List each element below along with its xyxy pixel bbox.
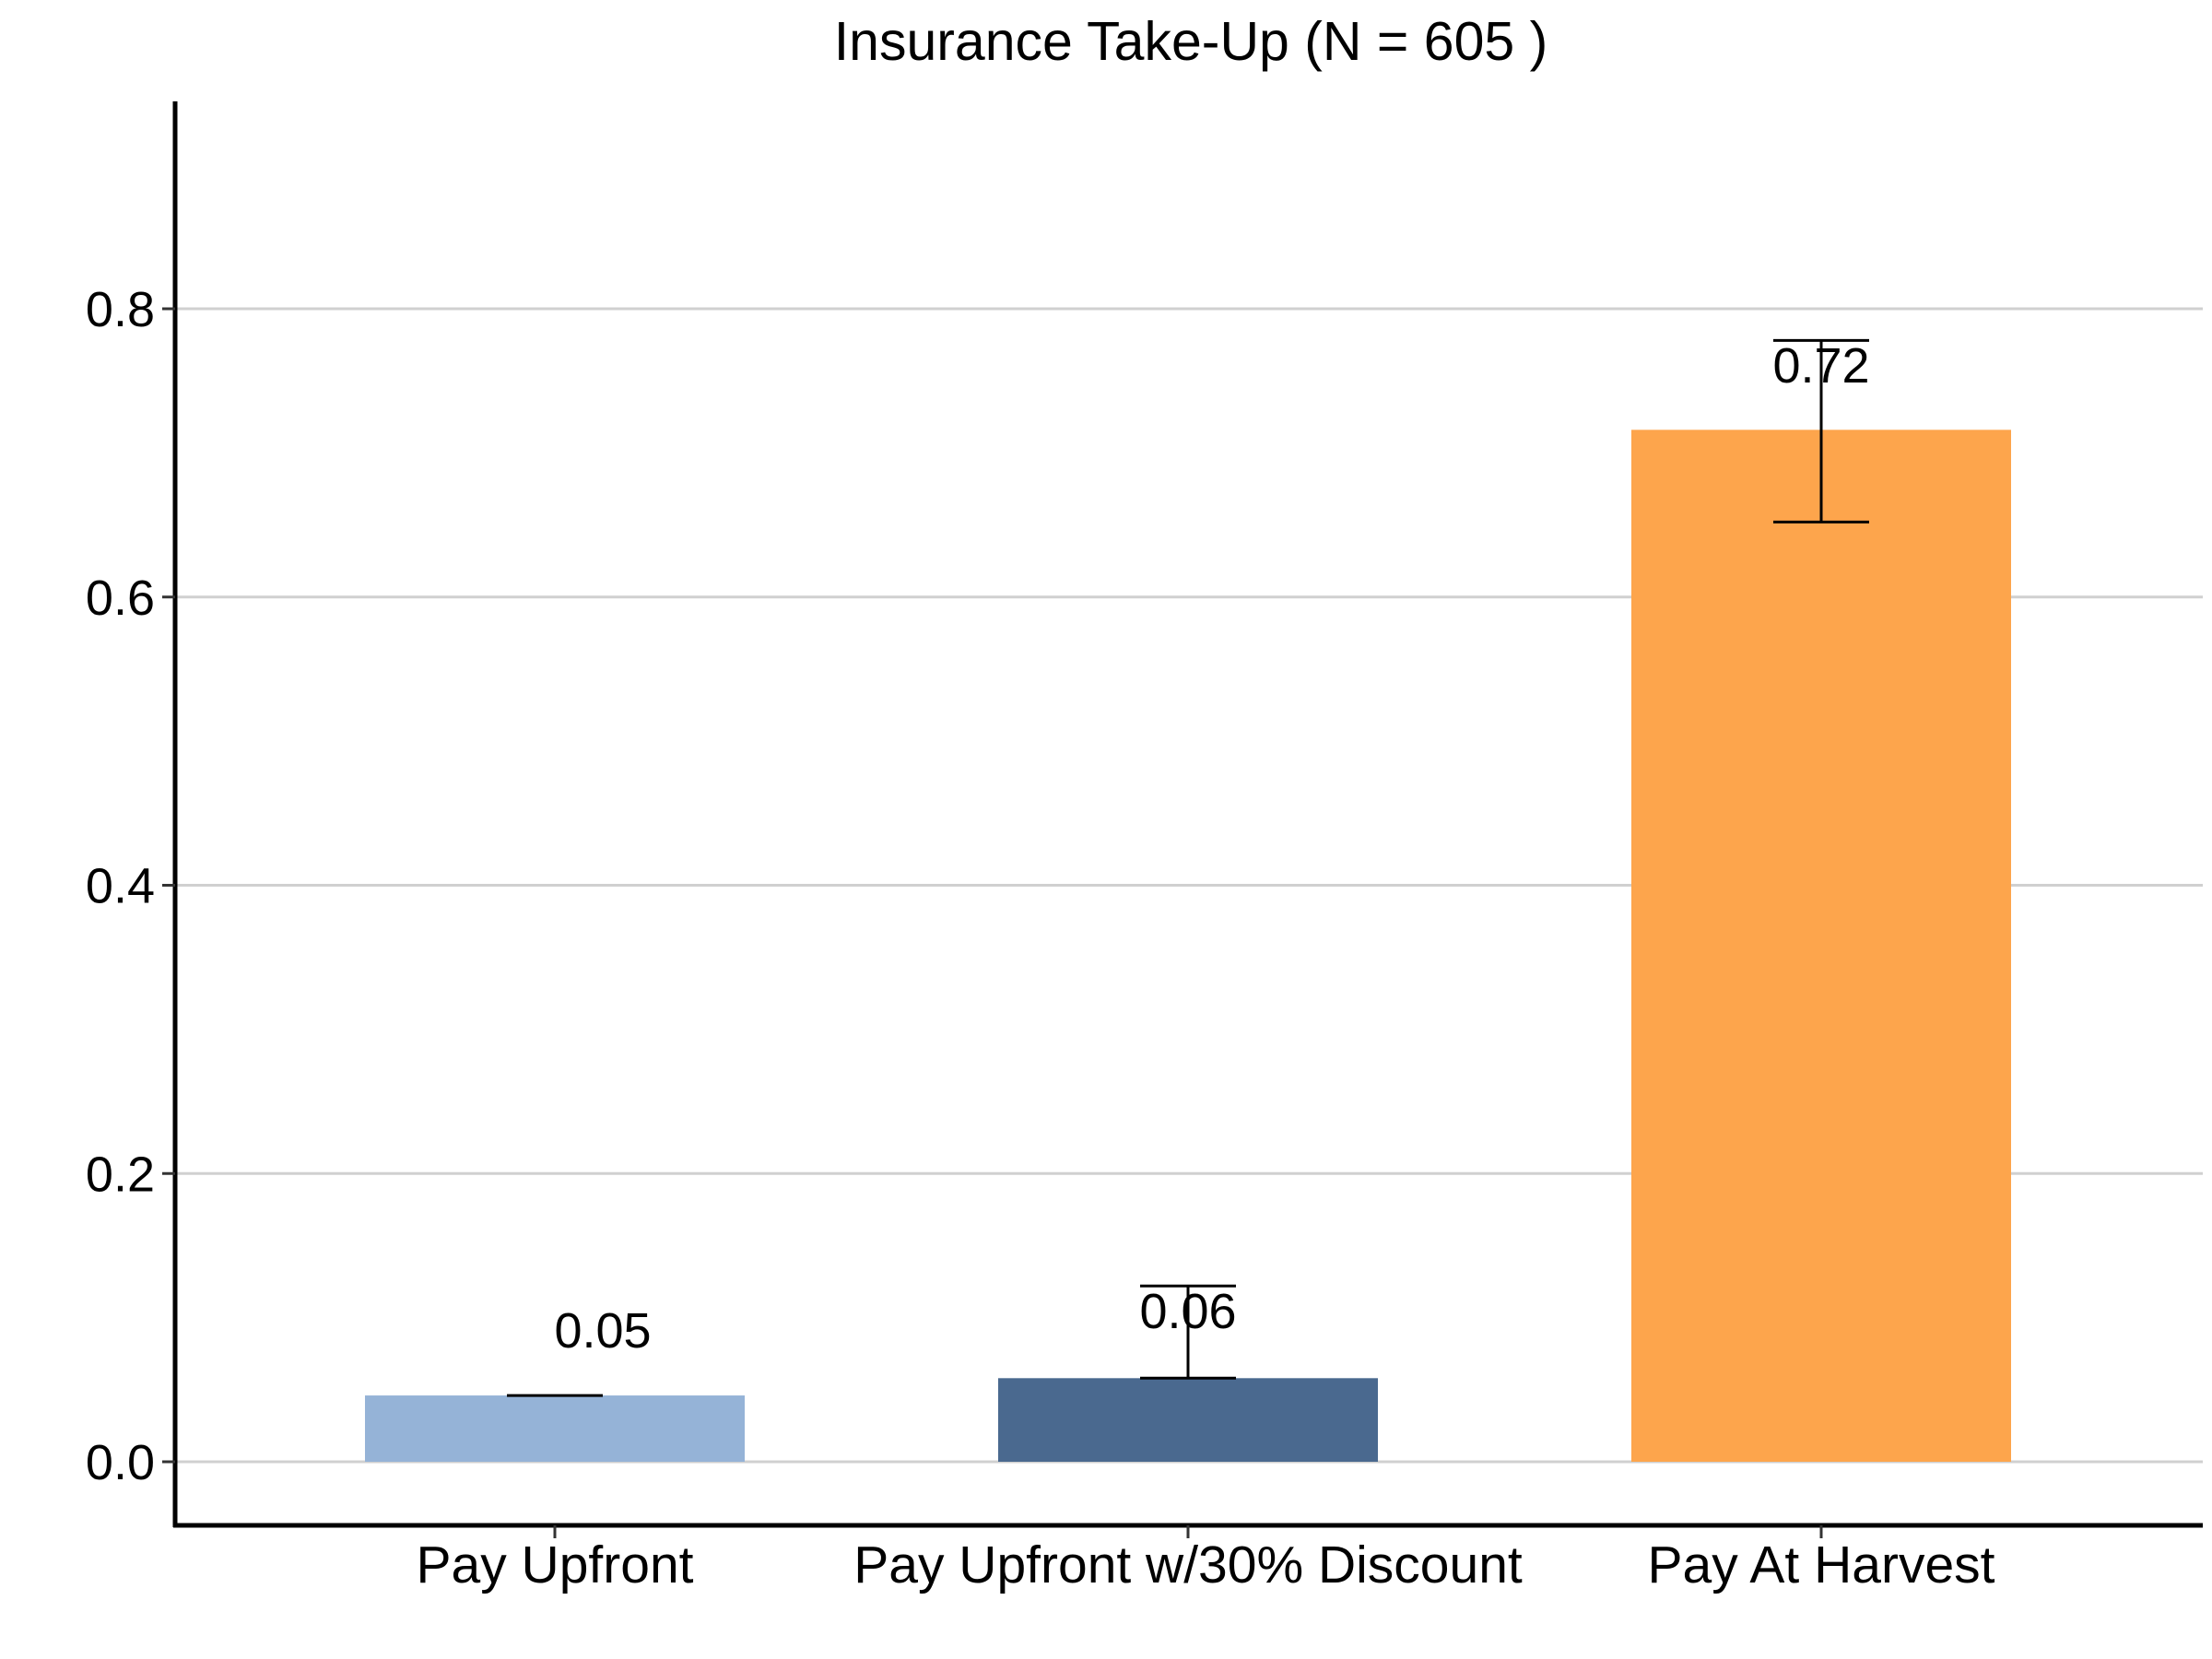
bars [365, 429, 2011, 1463]
bar [998, 1378, 1378, 1462]
data-label: 0.06 [1139, 1284, 1236, 1339]
data-label: 0.05 [554, 1303, 651, 1359]
y-axis-ticks: 0.0 0.2 0.4 0.6 0.8 [86, 282, 175, 1490]
x-tick-label: Pay Upfront [417, 1535, 694, 1594]
data-labels: 0.05 0.06 0.72 [554, 338, 1869, 1359]
error-bars [507, 338, 1869, 1397]
y-tick-label: 0.2 [86, 1147, 155, 1202]
y-tick-label: 0.4 [86, 859, 155, 914]
y-tick-label: 0.8 [86, 282, 155, 337]
chart-title: Insurance Take-Up (N = 605 ) [834, 11, 1548, 72]
y-tick-label: 0.0 [86, 1435, 155, 1490]
data-label: 0.72 [1772, 338, 1869, 394]
x-tick-label: Pay At Harvest [1648, 1535, 1995, 1594]
x-axis-ticks: Pay Upfront Pay Upfront w/30% Discount Pay… [417, 1525, 1995, 1594]
x-tick-label: Pay Upfront w/30% Discount [853, 1535, 1523, 1594]
bar [1631, 429, 2011, 1463]
y-tick-label: 0.6 [86, 571, 155, 626]
bar [365, 1395, 745, 1462]
